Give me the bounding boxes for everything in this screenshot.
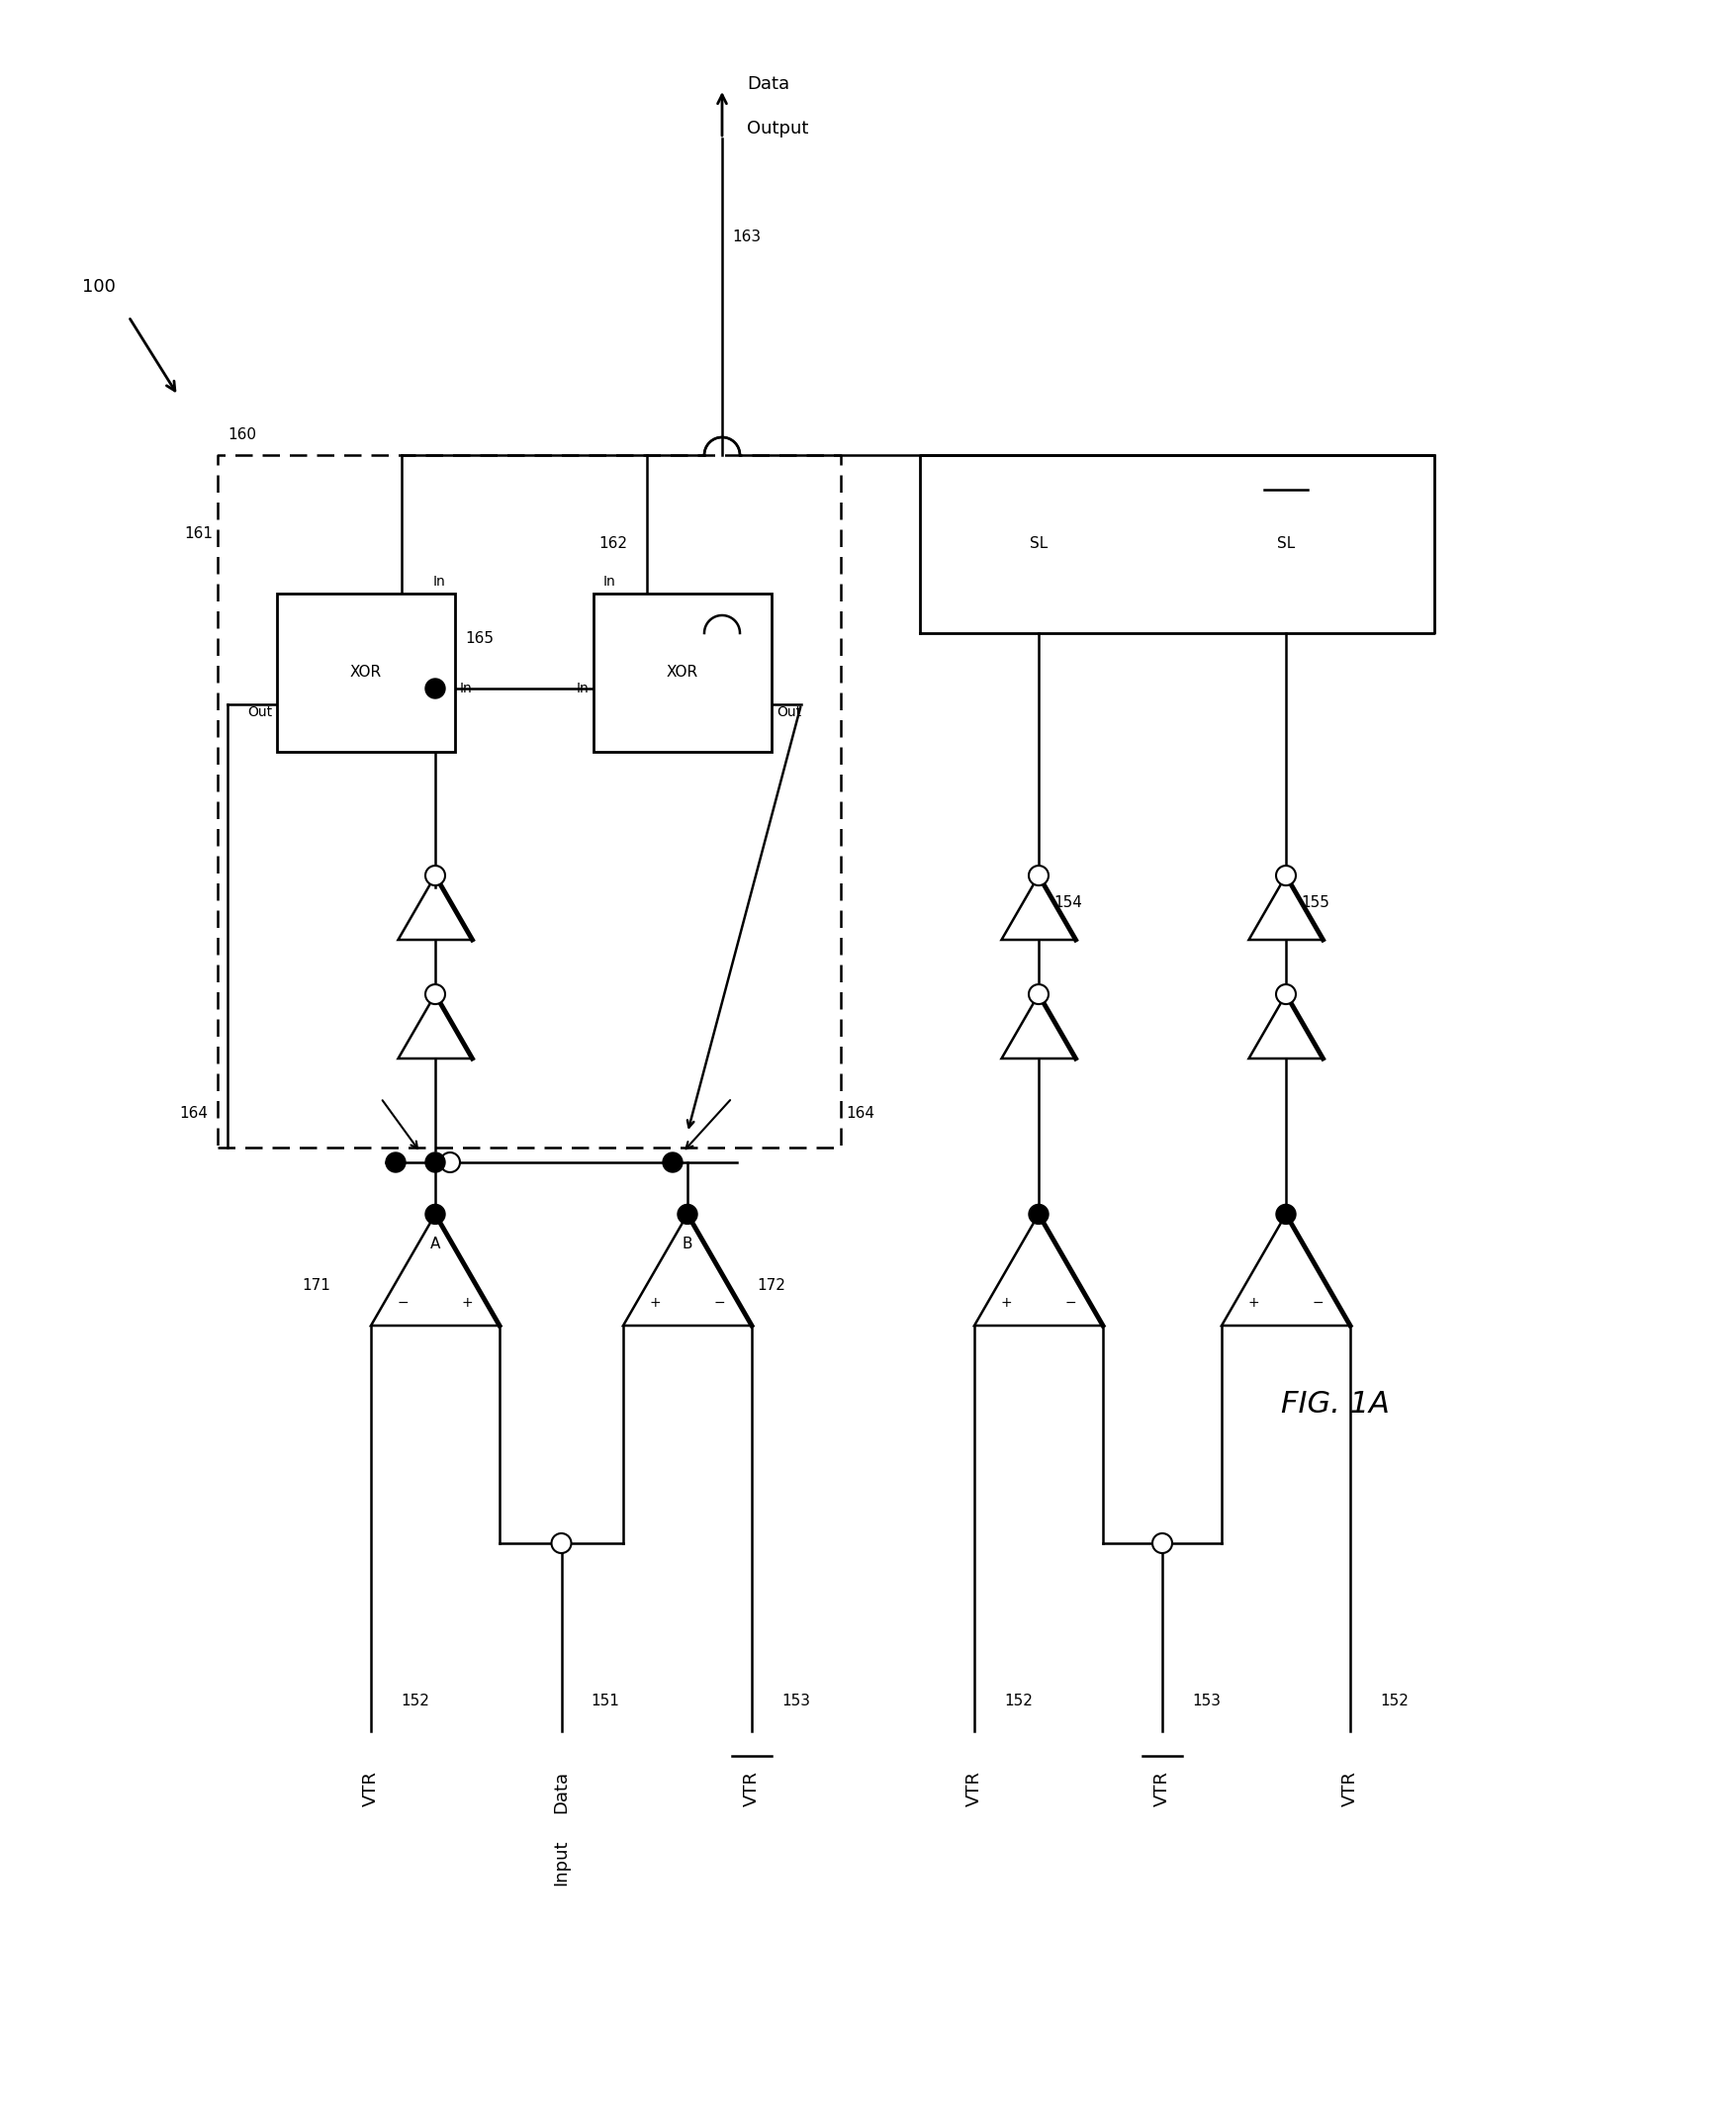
Bar <box>594 593 771 752</box>
Circle shape <box>1029 1205 1049 1224</box>
Text: +: + <box>649 1296 661 1310</box>
Text: VTR: VTR <box>1153 1770 1172 1806</box>
Text: 161: 161 <box>184 527 214 542</box>
Circle shape <box>1276 1205 1295 1224</box>
Text: 151: 151 <box>590 1694 620 1708</box>
Text: −: − <box>1312 1296 1325 1310</box>
Circle shape <box>425 866 444 885</box>
Text: 155: 155 <box>1300 895 1330 910</box>
Text: In: In <box>460 682 472 696</box>
Text: FIG. 1A: FIG. 1A <box>1281 1391 1391 1418</box>
Text: XOR: XOR <box>351 665 382 680</box>
Text: 152: 152 <box>401 1694 429 1708</box>
Text: VTR: VTR <box>743 1770 760 1806</box>
Text: 160: 160 <box>227 428 257 442</box>
Circle shape <box>1029 866 1049 885</box>
Text: SL: SL <box>1278 538 1295 553</box>
Text: 153: 153 <box>1193 1694 1220 1708</box>
Text: Data: Data <box>552 1770 569 1814</box>
Text: 152: 152 <box>1380 1694 1408 1708</box>
Circle shape <box>425 1205 444 1224</box>
Circle shape <box>1276 866 1295 885</box>
Text: +: + <box>1000 1296 1012 1310</box>
Text: 153: 153 <box>781 1694 811 1708</box>
Circle shape <box>663 1152 682 1173</box>
Text: −: − <box>713 1296 726 1310</box>
Circle shape <box>425 984 444 1003</box>
Text: VTR: VTR <box>1342 1770 1359 1806</box>
Text: In: In <box>604 574 616 589</box>
Text: +: + <box>1248 1296 1260 1310</box>
Circle shape <box>1276 984 1295 1003</box>
Text: 165: 165 <box>465 631 493 646</box>
Text: VTR: VTR <box>363 1770 380 1806</box>
Circle shape <box>1153 1533 1172 1554</box>
Text: In: In <box>432 574 444 589</box>
Text: Data: Data <box>746 76 790 93</box>
Circle shape <box>425 680 444 699</box>
Text: 164: 164 <box>845 1105 875 1120</box>
Circle shape <box>552 1533 571 1554</box>
Text: A: A <box>431 1236 441 1251</box>
Text: −: − <box>398 1296 410 1310</box>
Circle shape <box>1029 984 1049 1003</box>
Text: 172: 172 <box>757 1279 785 1293</box>
Text: In: In <box>576 682 589 696</box>
Text: 152: 152 <box>1003 1694 1033 1708</box>
Text: +: + <box>462 1296 474 1310</box>
Text: Out: Out <box>247 705 273 720</box>
Text: Input: Input <box>552 1840 569 1886</box>
Circle shape <box>385 1152 406 1173</box>
Text: VTR: VTR <box>965 1770 983 1806</box>
Text: 171: 171 <box>302 1279 330 1293</box>
Text: SL: SL <box>1029 538 1047 553</box>
Bar <box>278 593 455 752</box>
Text: 100: 100 <box>82 277 116 296</box>
Text: 162: 162 <box>599 538 627 553</box>
Text: 154: 154 <box>1054 895 1082 910</box>
Text: XOR: XOR <box>667 665 698 680</box>
Text: B: B <box>682 1236 693 1251</box>
Text: Output: Output <box>746 121 809 138</box>
Text: −: − <box>1064 1296 1076 1310</box>
Text: Out: Out <box>776 705 802 720</box>
Text: 163: 163 <box>733 231 760 246</box>
Circle shape <box>425 1152 444 1173</box>
Text: 164: 164 <box>179 1105 208 1120</box>
Circle shape <box>677 1205 698 1224</box>
Circle shape <box>441 1152 460 1173</box>
